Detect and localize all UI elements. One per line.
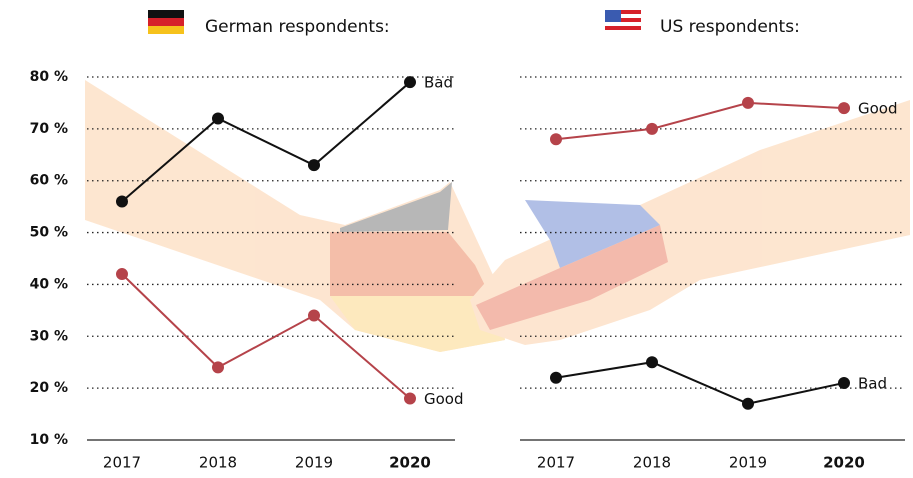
data-point	[838, 102, 850, 114]
data-point	[646, 356, 658, 368]
y-tick-label: 80 %	[30, 69, 68, 85]
x-tick-label: 2019	[729, 454, 767, 472]
y-tick-label: 30 %	[30, 328, 68, 344]
chart: 10 % 20 % 30 % 40 % 50 % 60 % 70 % 80 % 2017 2018…	[0, 0, 913, 478]
series-line	[556, 103, 844, 139]
illustration	[85, 80, 910, 352]
y-tick-label: 50 %	[30, 225, 68, 241]
flag-germany	[148, 10, 184, 34]
series-label: Bad	[424, 74, 453, 92]
data-point	[212, 112, 224, 124]
series-label: Bad	[858, 374, 887, 392]
data-point	[646, 123, 658, 135]
data-point	[116, 268, 128, 280]
series-label: Good	[424, 390, 464, 408]
data-point	[308, 310, 320, 322]
y-tick-label: 10 %	[30, 432, 68, 448]
data-point	[742, 97, 754, 109]
y-tick-label: 40 %	[30, 276, 68, 292]
data-point	[404, 76, 416, 88]
x-tick-label: 2019	[295, 454, 333, 472]
data-point	[308, 159, 320, 171]
data-point	[550, 372, 562, 384]
series-label: Good	[858, 100, 898, 118]
data-point	[212, 361, 224, 373]
y-tick-label: 20 %	[30, 380, 68, 396]
x-tick-label: 2017	[103, 454, 141, 472]
data-point	[838, 377, 850, 389]
data-point	[404, 393, 416, 405]
x-tick-label: 2018	[199, 454, 237, 472]
x-tick-label: 2018	[633, 454, 671, 472]
data-point	[116, 195, 128, 207]
data-point	[550, 133, 562, 145]
y-tick-label: 70 %	[30, 121, 68, 137]
x-tick-label: 2017	[537, 454, 575, 472]
x-tick-label: 2020	[823, 454, 865, 472]
flag-us	[605, 10, 641, 34]
x-tick-label: 2020	[389, 454, 431, 472]
panel-title: German respondents:	[205, 17, 390, 37]
series-line	[556, 362, 844, 403]
data-point	[742, 398, 754, 410]
y-tick-label: 60 %	[30, 173, 68, 189]
panel-title: US respondents:	[660, 17, 800, 37]
